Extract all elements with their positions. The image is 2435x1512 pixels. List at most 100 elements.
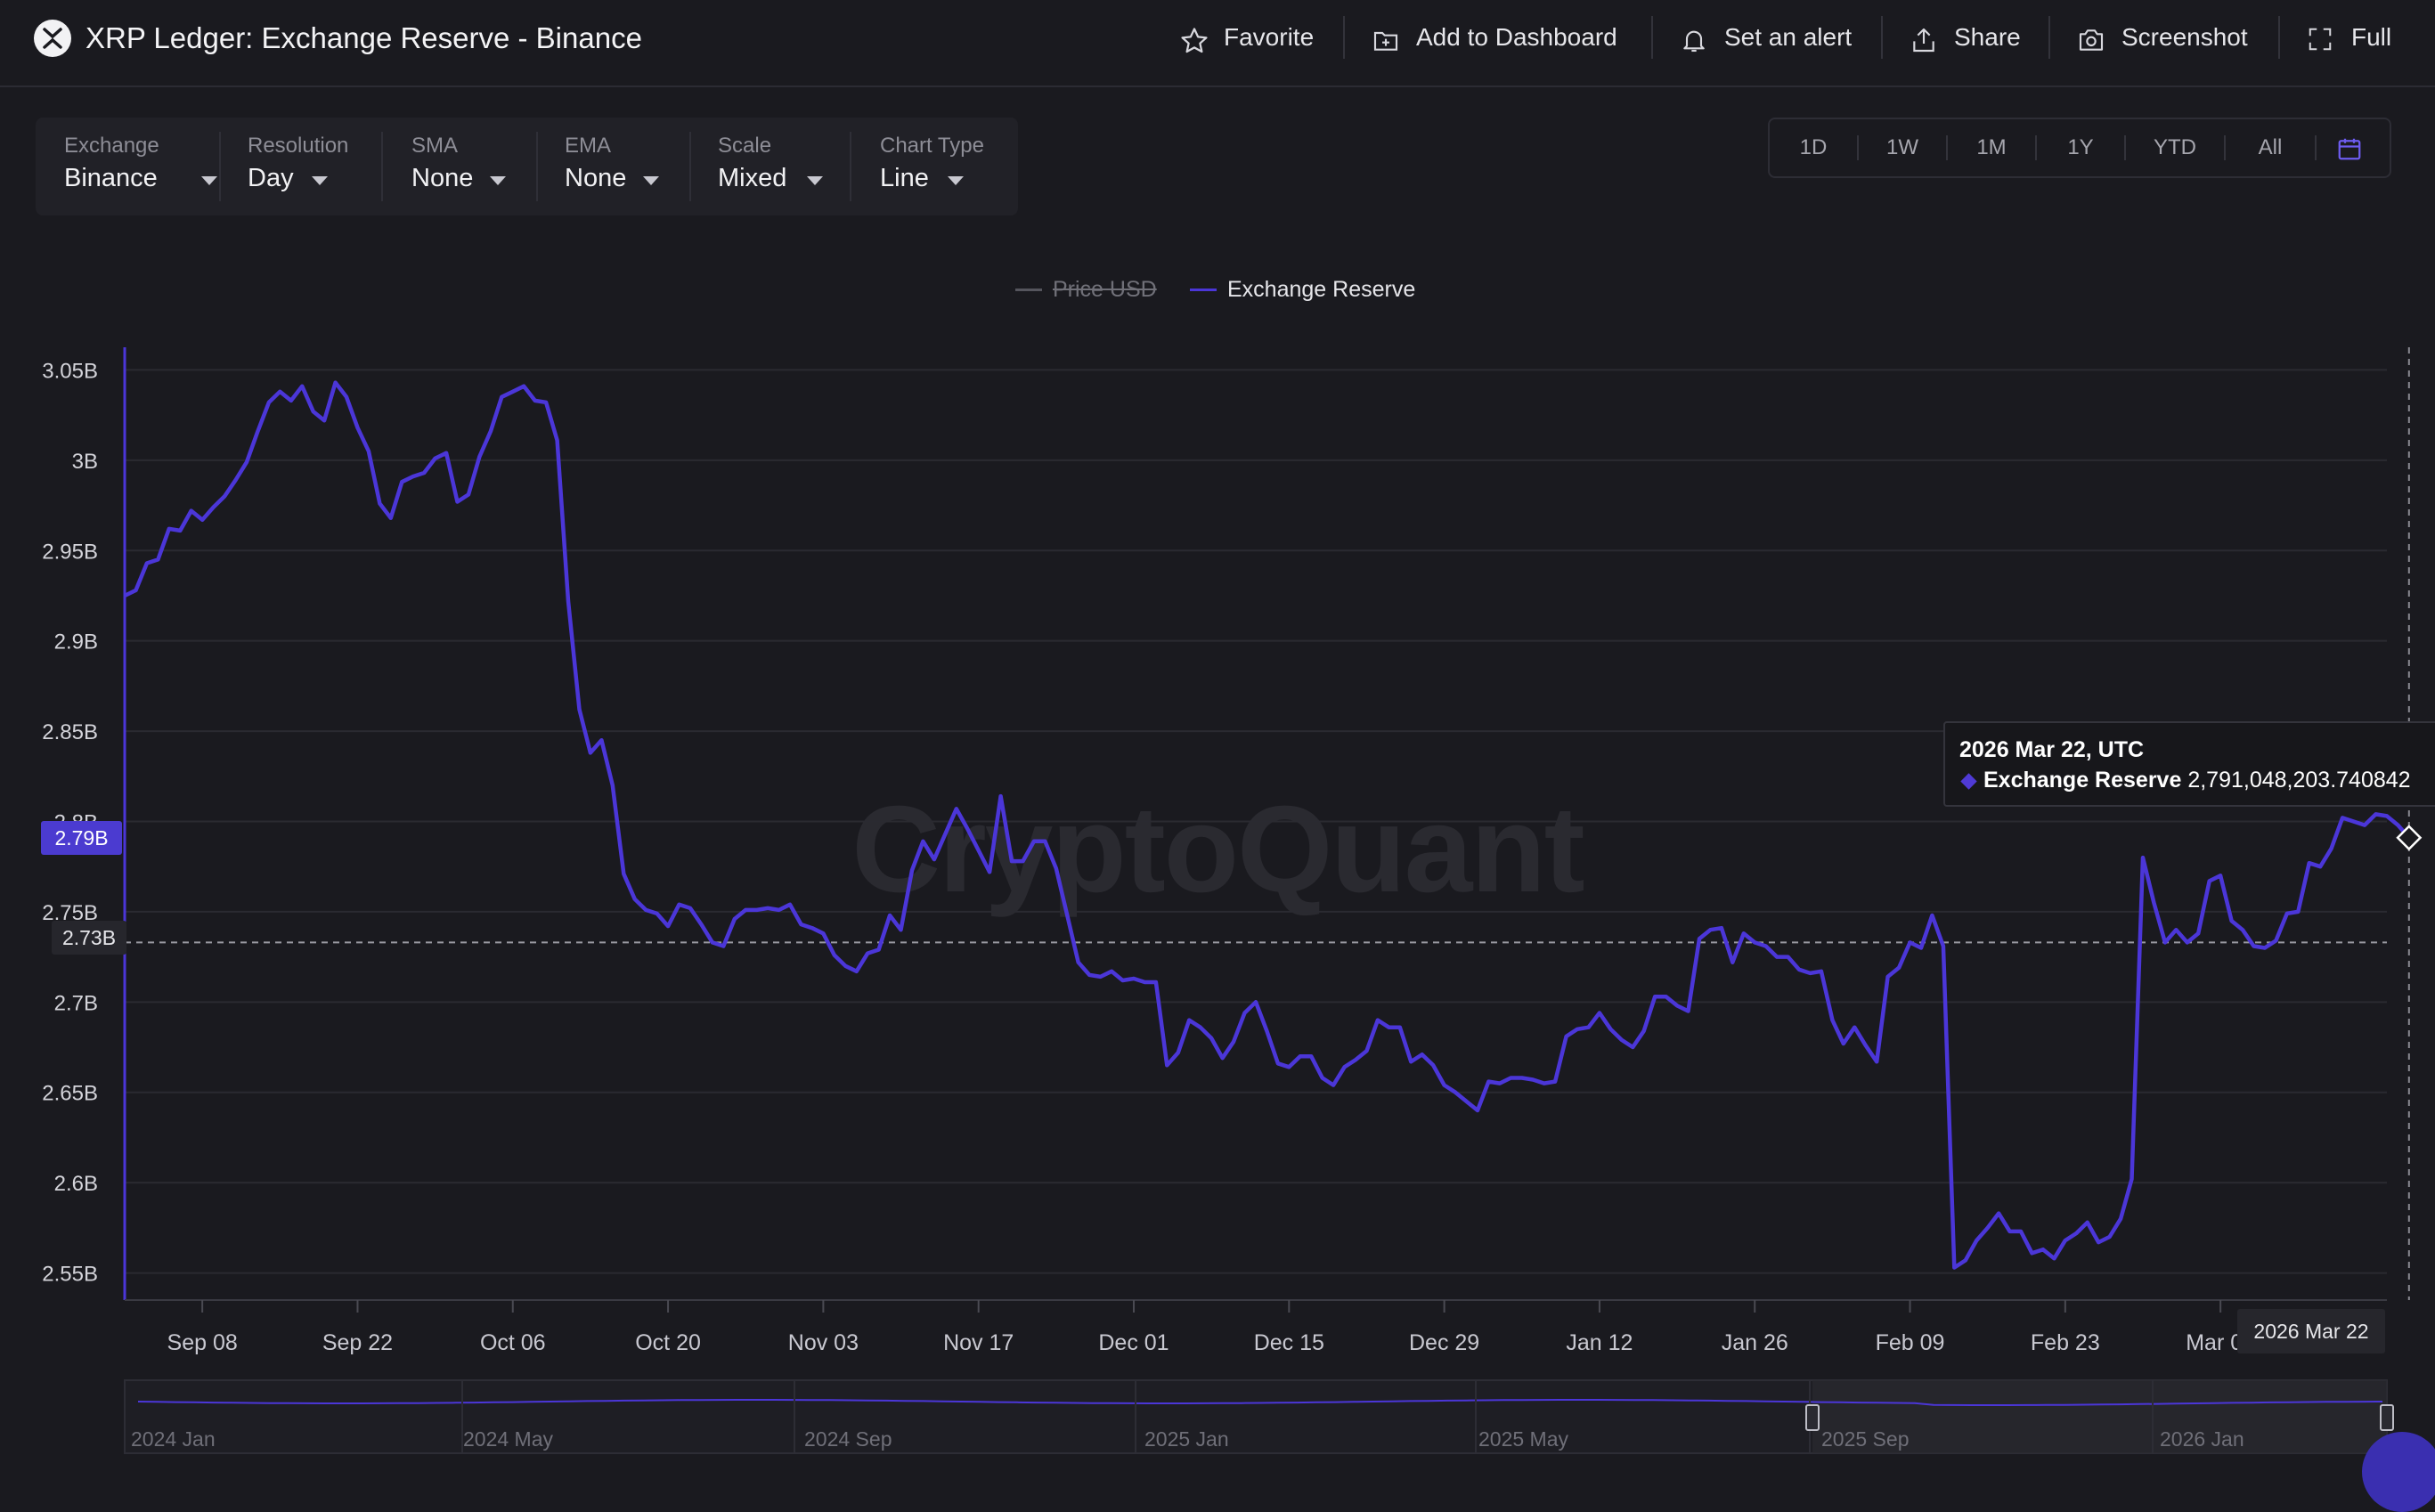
fullscreen-label: Full [2351,23,2392,51]
y-tick-label: 2.65B [42,1082,98,1106]
legend-item-price-usd[interactable]: Price USD [1015,267,1158,312]
y-tick-label: 2.95B [42,540,98,564]
dashboard-add-icon [1373,31,1398,51]
filter-value: Mixed [718,164,787,192]
navigator-label: 2024 Jan [131,1427,216,1451]
favorite-label: Favorite [1224,23,1315,51]
chart-legend: Price USD Exchange Reserve [0,267,2435,312]
series-marker-icon [1960,773,1977,790]
bell-icon [1683,30,1705,53]
x-tick-label: Oct 06 [480,1330,546,1355]
legend-label: Exchange Reserve [1227,277,1416,302]
navigator-label: 2024 Sep [804,1427,892,1451]
divider [850,132,851,201]
filter-value: None [565,164,627,192]
filter-label: Exchange [64,134,159,158]
divider [2035,135,2037,160]
screenshot-label: Screenshot [2121,23,2248,51]
divider [1857,135,1859,160]
divider [1343,16,1345,59]
x-tick-label: Jan 12 [1566,1330,1633,1355]
x-tick-label: Dec 29 [1409,1330,1479,1355]
y-tick-label: 3B [72,450,98,474]
divider [2224,135,2226,160]
price-line-badge: 2.73B [52,921,126,955]
navigator-handle[interactable] [1805,1404,1820,1431]
chart-tooltip: 2026 Mar 22, UTC Exchange Reserve 2,791,… [1943,721,2435,807]
range-1y-button[interactable]: 1Y [2067,135,2094,159]
share-icon [1913,28,1934,53]
filter-label: Chart Type [880,134,984,158]
range-selector: 1D 1W 1M 1Y YTD All [1768,118,2391,178]
x-tick-label: Sep 22 [322,1330,393,1355]
caret-down-icon [948,176,964,185]
y-tick-label: 3.05B [42,359,98,383]
navigator-label: 2025 Sep [1821,1427,1909,1451]
legend-label: Price USD [1053,277,1157,302]
x-tick-label: Nov 03 [788,1330,859,1355]
filter-value: Day [248,164,294,192]
xrp-logo-icon [34,20,71,57]
fullscreen-icon [2309,28,2332,51]
scale-dropdown[interactable]: Scale Mixed [718,118,851,215]
navigator-selection [1812,1380,2387,1453]
set-alert-label: Set an alert [1724,23,1853,51]
navigator-line [137,1399,2383,1406]
filter-value: None [411,164,474,192]
navigator-label: 2026 Jan [2160,1427,2244,1451]
x-tick-label: Oct 20 [635,1330,701,1355]
navigator-label: 2024 May [463,1427,554,1451]
x-tick-label: Jan 26 [1722,1330,1788,1355]
divider [689,132,691,201]
x-tick-label: Feb 23 [2031,1330,2100,1355]
ema-dropdown[interactable]: EMA None [565,118,689,215]
x-tick-label: Nov 17 [943,1330,1014,1355]
range-1m-button[interactable]: 1M [1976,135,2007,159]
y-tick-label: 2.9B [54,630,98,654]
legend-item-exchange-reserve[interactable]: Exchange Reserve [1190,267,1430,312]
filter-label: EMA [565,134,612,158]
caret-down-icon [201,176,217,185]
divider [1651,16,1653,59]
y-tick-label: 2.55B [42,1263,98,1287]
divider [1881,16,1883,59]
navigator-label: 2025 Jan [1144,1427,1229,1451]
x-tick-label: Dec 01 [1098,1330,1169,1355]
add-to-dashboard-label: Add to Dashboard [1416,23,1617,51]
share-label: Share [1954,23,2021,51]
divider [536,132,538,201]
exchange-reserve-series-line [124,380,2411,1270]
caret-down-icon [643,176,659,185]
tooltip-row: Exchange Reserve 2,791,048,203.740842 [1959,768,2411,793]
chart-type-dropdown[interactable]: Chart Type Line [880,118,1005,215]
top-bar: XRP Ledger: Exchange Reserve - Binance F… [0,0,2435,87]
range-ytd-button[interactable]: YTD [2154,135,2196,159]
y-tick-label: 2.85B [42,720,98,744]
crosshair-x-badge: 2026 Mar 22 [2237,1309,2385,1353]
caret-down-icon [490,176,506,185]
filter-label: Scale [718,134,772,158]
legend-swatch [1015,289,1042,291]
range-1w-button[interactable]: 1W [1886,135,1918,159]
camera-icon [2079,29,2104,51]
divider [2124,135,2126,160]
range-all-button[interactable]: All [2258,135,2283,159]
filter-bar: Exchange Binance Resolution Day SMA None… [36,118,1018,215]
exchange-dropdown[interactable]: Exchange Binance [64,118,220,215]
divider [219,132,221,201]
tooltip-value: 2,791,048,203.740842 [2187,768,2411,793]
divider [2315,135,2317,160]
divider [2048,16,2050,59]
navigator-label: 2025 May [1478,1427,1569,1451]
range-1d-button[interactable]: 1D [1799,135,1828,159]
caret-down-icon [312,176,328,185]
tooltip-title: 2026 Mar 22, UTC [1959,737,2145,762]
y-tick-label: 2.6B [54,1172,98,1196]
calendar-icon[interactable] [2336,135,2363,167]
resolution-dropdown[interactable]: Resolution Day [248,118,381,215]
navigator-handle[interactable] [2380,1404,2394,1431]
sma-dropdown[interactable]: SMA None [411,118,536,215]
chat-bubble-icon[interactable] [2362,1432,2435,1512]
caret-down-icon [807,176,823,185]
divider [381,132,383,201]
